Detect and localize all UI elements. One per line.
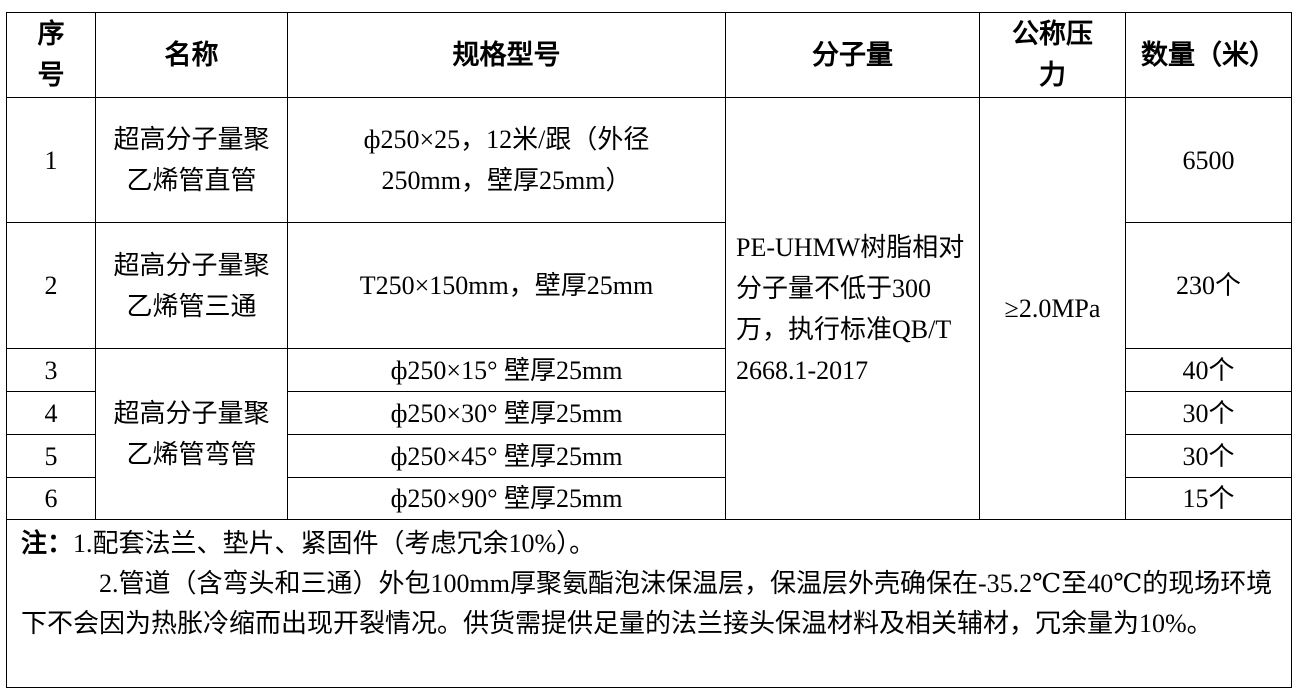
header-no: 序号 [6, 12, 96, 98]
notes-cell: 注：1.配套法兰、垫片、紧固件（考虑冗余10%）。 2.管道（含弯头和三通）外包… [6, 519, 1292, 688]
row-no: 4 [6, 391, 96, 435]
pipe-spec-table: 序号 名称 规格型号 分子量 公称压力 数量（米） 1 超高分子量聚乙烯管直管 … [6, 12, 1292, 688]
table-row: 1 超高分子量聚乙烯管直管 ф250×25，12米/跟（外径250mm，壁厚25… [6, 97, 1292, 520]
row-spec: ф250×15° 壁厚25mm [287, 348, 726, 392]
header-qty: 数量（米） [1125, 12, 1292, 98]
row-qty: 230个 [1125, 222, 1292, 349]
pressure-cell: ≥2.0MPa [979, 97, 1126, 520]
row-name: 超高分子量聚乙烯管弯管 [95, 348, 288, 520]
row-spec: ф250×30° 壁厚25mm [287, 391, 726, 435]
molecular-weight-cell: PE-UHMW树脂相对分子量不低于300万，执行标准QB/T 2668.1-20… [725, 97, 980, 520]
row-qty: 15个 [1125, 477, 1292, 520]
table-row: 6 ф250×90° 壁厚25mm 15个 [6, 477, 1292, 520]
row-no: 1 [6, 97, 96, 223]
notes-label: 注： [21, 529, 74, 558]
note-1-text: 1.配套法兰、垫片、紧固件（考虑冗余10%）。 [73, 529, 596, 558]
row-name: 超高分子量聚乙烯管三通 [95, 222, 288, 349]
row-qty: 6500 [1125, 97, 1292, 223]
header-pressure: 公称压力 [979, 12, 1126, 98]
row-spec: T250×150mm，壁厚25mm [287, 222, 726, 349]
table-row: 4 ф250×30° 壁厚25mm 30个 [6, 391, 1292, 435]
note-1: 注：1.配套法兰、垫片、紧固件（考虑冗余10%）。 [21, 524, 1279, 564]
row-qty: 40个 [1125, 348, 1292, 392]
row-no: 3 [6, 348, 96, 392]
row-name: 超高分子量聚乙烯管直管 [95, 97, 288, 223]
row-no: 2 [6, 222, 96, 349]
table-row: 2 超高分子量聚乙烯管三通 T250×150mm，壁厚25mm 230个 [6, 222, 1292, 349]
row-spec: ф250×90° 壁厚25mm [287, 477, 726, 520]
row-no: 5 [6, 434, 96, 478]
notes-row: 注：1.配套法兰、垫片、紧固件（考虑冗余10%）。 2.管道（含弯头和三通）外包… [6, 519, 1292, 688]
header-name: 名称 [95, 12, 288, 98]
row-qty: 30个 [1125, 434, 1292, 478]
row-spec: ф250×25，12米/跟（外径250mm，壁厚25mm） [287, 97, 726, 223]
row-spec: ф250×45° 壁厚25mm [287, 434, 726, 478]
note-2: 2.管道（含弯头和三通）外包100mm厚聚氨酯泡沫保温层，保温层外壳确保在-35… [21, 569, 1273, 638]
row-qty: 30个 [1125, 391, 1292, 435]
header-molecular-weight: 分子量 [725, 12, 980, 98]
row-no: 6 [6, 477, 96, 520]
header-spec: 规格型号 [287, 12, 726, 98]
header-row: 序号 名称 规格型号 分子量 公称压力 数量（米） [6, 12, 1292, 98]
